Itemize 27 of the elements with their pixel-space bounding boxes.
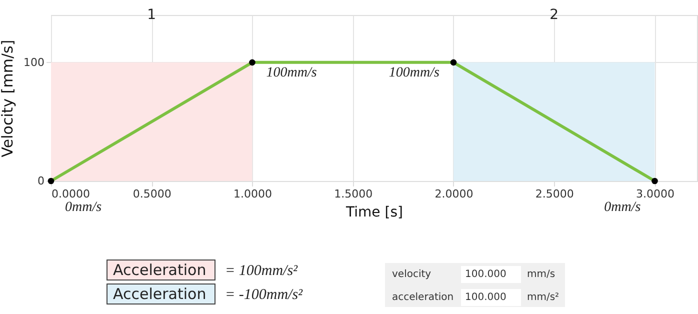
text: = 100mm/s² [225,263,298,279]
x-tick-label: 1.0000 [233,188,272,200]
text: mm/s² [527,292,560,303]
x-tick-label: 1.5000 [334,188,373,200]
text: Acceleration [113,285,206,303]
text: acceleration [392,292,454,303]
x-tick-label: 3.0000 [636,188,674,200]
y-axis-title: Velocity [mm/s] [0,40,17,158]
text: mm/s [527,269,556,280]
annotation: 2 [550,7,559,23]
x-tick-label: 2.5000 [535,188,574,200]
y-tick-label: 100 [24,56,44,69]
x-tick-label: 2.0000 [434,188,474,200]
x-tick-label: 0.0000 [52,188,90,200]
y-tick-label: 0 [38,174,44,188]
data-label: 0mm/s [604,200,642,215]
x-tick-label: 0.5000 [132,188,172,200]
text: Acceleration [113,261,206,279]
data-label: 100mm/s [388,65,440,80]
annotation: 1 [147,7,156,23]
text: 100.000 [465,269,506,280]
x-axis-title: Time [s] [345,204,403,220]
text: = -100mm/s² [225,287,304,303]
data-label: 0mm/s [65,200,102,215]
data-label: 100mm/s [266,65,318,80]
text: 100.000 [465,292,506,303]
text: velocity [392,269,432,280]
